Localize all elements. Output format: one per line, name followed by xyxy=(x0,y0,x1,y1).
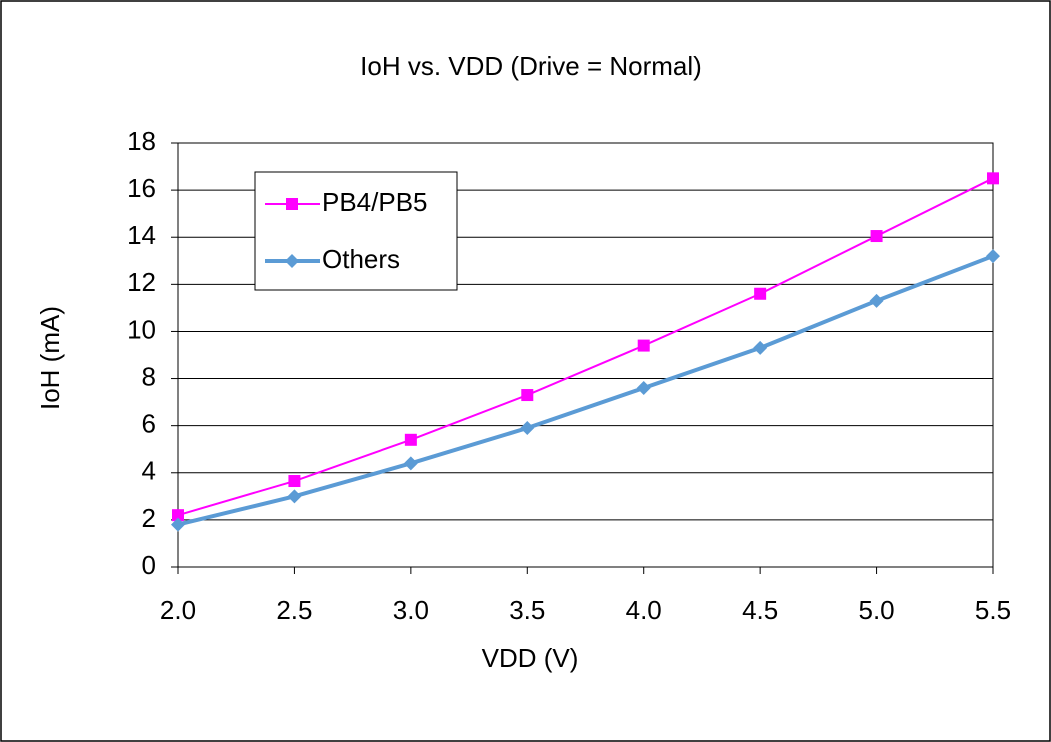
x-tick-label: 2.5 xyxy=(276,595,312,625)
data-point xyxy=(288,475,301,488)
data-point xyxy=(987,172,999,185)
chart-title: IoH vs. VDD (Drive = Normal) xyxy=(360,51,702,81)
data-point xyxy=(287,489,302,504)
x-tick-label: 5.5 xyxy=(975,595,1011,625)
legend-box xyxy=(254,171,458,291)
data-point xyxy=(404,433,417,446)
y-tick-label: 4 xyxy=(142,456,156,486)
data-point xyxy=(869,293,884,308)
x-tick-label: 2.0 xyxy=(160,595,196,625)
data-point xyxy=(754,287,767,300)
data-point xyxy=(870,230,883,243)
y-tick-label: 16 xyxy=(127,173,156,203)
data-point xyxy=(753,340,768,355)
data-point xyxy=(636,380,651,395)
y-tick-label: 14 xyxy=(127,220,156,250)
legend-label: PB4/PB5 xyxy=(322,187,428,217)
data-point xyxy=(986,249,1000,264)
series-line xyxy=(177,177,994,517)
data-point xyxy=(403,456,418,471)
x-tick-label: 5.0 xyxy=(858,595,894,625)
x-tick-label: 4.0 xyxy=(626,595,662,625)
data-point xyxy=(172,509,184,522)
y-tick-label: 10 xyxy=(127,314,156,344)
y-tick-label: 2 xyxy=(142,503,156,533)
y-tick-label: 8 xyxy=(142,361,156,391)
legend-marker xyxy=(286,198,298,210)
x-axis-label: VDD (V) xyxy=(482,643,579,673)
plot-border xyxy=(177,142,994,568)
series-line xyxy=(177,254,994,527)
data-point xyxy=(171,517,185,532)
data-point xyxy=(520,421,535,436)
x-tick-label: 3.0 xyxy=(393,595,429,625)
y-tick-label: 12 xyxy=(127,267,156,297)
data-point xyxy=(637,339,650,352)
legend-label: Others xyxy=(322,244,400,274)
y-tick-label: 6 xyxy=(142,409,156,439)
x-tick-label: 4.5 xyxy=(742,595,778,625)
y-axis-label: IoH (mA) xyxy=(35,306,65,410)
y-tick-label: 18 xyxy=(127,126,156,156)
data-point xyxy=(521,389,534,402)
y-tick-label: 0 xyxy=(142,550,156,580)
legend-marker xyxy=(285,254,299,268)
x-tick-label: 3.5 xyxy=(509,595,545,625)
